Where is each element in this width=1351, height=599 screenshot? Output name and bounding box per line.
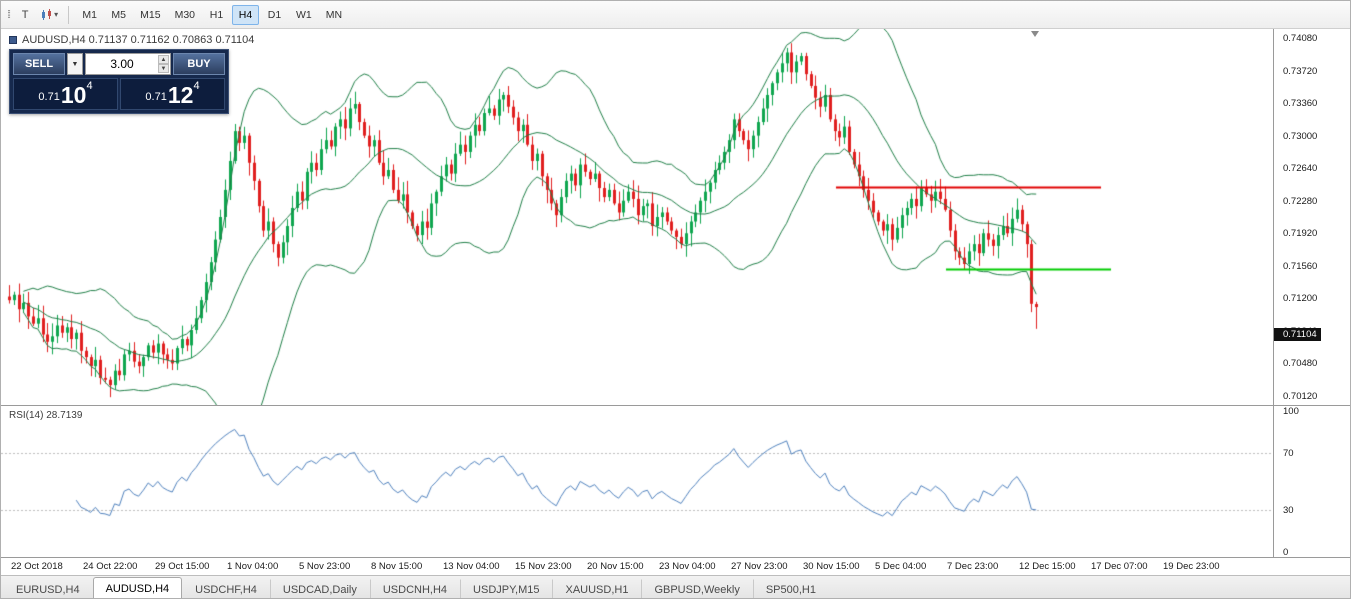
buy-price-point: 4 bbox=[193, 81, 199, 92]
one-click-trading-panel: SELL ▼ ▲ ▼ BUY 0.71 10 4 0.7 bbox=[9, 49, 229, 114]
chart-tab-sp500[interactable]: SP500,H1 bbox=[753, 579, 829, 599]
rsi-axis-label: 100 bbox=[1283, 406, 1299, 417]
price-axis-label: 0.74080 bbox=[1283, 33, 1317, 44]
time-axis-label: 22 Oct 2018 bbox=[11, 561, 63, 572]
sell-price-point: 4 bbox=[86, 81, 92, 92]
price-axis-label: 0.71200 bbox=[1283, 293, 1317, 304]
timeframe-button-h4[interactable]: H4 bbox=[232, 5, 259, 25]
time-axis-label: 5 Nov 23:00 bbox=[299, 561, 350, 572]
current-price-tag: 0.71104 bbox=[1274, 328, 1321, 341]
time-axis-label: 24 Oct 22:00 bbox=[83, 561, 137, 572]
timeframe-button-m5[interactable]: M5 bbox=[105, 5, 132, 25]
rsi-axis-label: 70 bbox=[1283, 448, 1294, 459]
chart-title-text: AUDUSD,H4 0.71137 0.71162 0.70863 0.7110… bbox=[22, 34, 254, 46]
sell-price-figure: 0.71 bbox=[38, 87, 59, 107]
volume-increment-button[interactable]: ▲ bbox=[158, 55, 169, 64]
time-axis-label: 17 Dec 07:00 bbox=[1091, 561, 1148, 572]
dropdown-caret-icon: ▾ bbox=[54, 10, 58, 19]
chart-tab-usdjpy[interactable]: USDJPY,M15 bbox=[460, 579, 552, 599]
time-axis-label: 29 Oct 15:00 bbox=[155, 561, 209, 572]
timeframe-button-m30[interactable]: M30 bbox=[169, 5, 201, 25]
rsi-axis[interactable]: 10070300 bbox=[1274, 406, 1351, 557]
chart-tab-eurusd[interactable]: EURUSD,H4 bbox=[3, 579, 93, 599]
price-axis-label: 0.73360 bbox=[1283, 98, 1317, 109]
chart-tab-usdchf[interactable]: USDCHF,H4 bbox=[182, 579, 270, 599]
chart-tab-xauusd[interactable]: XAUUSD,H1 bbox=[552, 579, 641, 599]
price-axis-label: 0.72280 bbox=[1283, 196, 1317, 207]
rsi-axis-label: 30 bbox=[1283, 505, 1294, 516]
time-axis-label: 15 Nov 23:00 bbox=[515, 561, 572, 572]
time-axis-label: 30 Nov 15:00 bbox=[803, 561, 860, 572]
metatrader-window: ⁞⁞ T ▾ M1 M5 M15 M30 H1 H4 D1 W1 MN AUDU… bbox=[0, 0, 1351, 599]
volume-decrement-button[interactable]: ▼ bbox=[158, 64, 169, 73]
timeframe-button-h1[interactable]: H1 bbox=[203, 5, 230, 25]
templates-icon: T bbox=[22, 9, 29, 21]
timeframe-button-w1[interactable]: W1 bbox=[290, 5, 318, 25]
candlestick-chart-icon bbox=[41, 9, 53, 21]
chart-region: AUDUSD,H4 0.71137 0.71162 0.70863 0.7110… bbox=[1, 29, 1351, 557]
price-axis[interactable]: 0.74080 0.73720 0.73360 0.73000 0.72640 0.722… bbox=[1274, 29, 1351, 405]
sell-price-pips: 10 bbox=[61, 84, 87, 107]
sell-price-display[interactable]: 0.71 10 4 bbox=[13, 78, 118, 110]
time-axis-label: 20 Nov 15:00 bbox=[587, 561, 644, 572]
price-axis-label: 0.71560 bbox=[1283, 261, 1317, 272]
chart-tab-usdcnh[interactable]: USDCNH,H4 bbox=[370, 579, 460, 599]
chart-tab-gbpusd[interactable]: GBPUSD,Weekly bbox=[641, 579, 752, 599]
price-axis-label: 0.70480 bbox=[1283, 358, 1317, 369]
timeframe-button-m1[interactable]: M1 bbox=[76, 5, 103, 25]
chart-tab-bar: EURUSD,H4 AUDUSD,H4 USDCHF,H4 USDCAD,Dai… bbox=[1, 575, 1351, 599]
time-axis-label: 12 Dec 15:00 bbox=[1019, 561, 1076, 572]
sell-button[interactable]: SELL bbox=[13, 53, 65, 75]
buy-button[interactable]: BUY bbox=[173, 53, 225, 75]
pane-splitter[interactable] bbox=[1, 405, 1351, 406]
buy-price-display[interactable]: 0.71 12 4 bbox=[120, 78, 225, 110]
templates-button[interactable]: T bbox=[14, 4, 36, 26]
price-axis-label: 0.71920 bbox=[1283, 228, 1317, 239]
toolbar-grip-handle[interactable]: ⁞⁞ bbox=[4, 9, 12, 21]
timeframe-button-m15[interactable]: M15 bbox=[134, 5, 166, 25]
timeframe-button-d1[interactable]: D1 bbox=[261, 5, 288, 25]
buy-price-pips: 12 bbox=[168, 84, 194, 107]
timeframe-button-mn[interactable]: MN bbox=[320, 5, 348, 25]
chart-tab-audusd[interactable]: AUDUSD,H4 bbox=[93, 577, 183, 599]
toolbar-separator bbox=[68, 6, 69, 24]
order-mode-dropdown[interactable]: ▼ bbox=[67, 53, 83, 75]
time-axis-label: 23 Nov 04:00 bbox=[659, 561, 716, 572]
price-axis-label: 0.70120 bbox=[1283, 391, 1317, 402]
price-axis-label: 0.72640 bbox=[1283, 163, 1317, 174]
chart-tab-usdcad[interactable]: USDCAD,Daily bbox=[270, 579, 370, 599]
chart-title: AUDUSD,H4 0.71137 0.71162 0.70863 0.7110… bbox=[9, 34, 254, 46]
chart-type-dropdown[interactable]: ▾ bbox=[38, 4, 61, 26]
rsi-indicator-label: RSI(14) 28.7139 bbox=[9, 410, 82, 421]
time-axis-label: 8 Nov 15:00 bbox=[371, 561, 422, 572]
time-axis[interactable]: 22 Oct 2018 24 Oct 22:00 29 Oct 15:00 1 Nov… bbox=[1, 557, 1351, 575]
timeframe-toolbar: ⁞⁞ T ▾ M1 M5 M15 M30 H1 H4 D1 W1 MN bbox=[1, 1, 1351, 29]
time-axis-label: 7 Dec 23:00 bbox=[947, 561, 998, 572]
price-axis-label: 0.73000 bbox=[1283, 131, 1317, 142]
time-axis-label: 13 Nov 04:00 bbox=[443, 561, 500, 572]
chart-shift-marker[interactable] bbox=[1031, 31, 1039, 37]
time-axis-label: 1 Nov 04:00 bbox=[227, 561, 278, 572]
time-axis-label: 5 Dec 04:00 bbox=[875, 561, 926, 572]
rsi-indicator-canvas[interactable] bbox=[1, 406, 1273, 557]
time-axis-label: 19 Dec 23:00 bbox=[1163, 561, 1220, 572]
time-axis-label: 27 Nov 23:00 bbox=[731, 561, 788, 572]
chart-symbol-icon bbox=[9, 36, 17, 44]
price-axis-label: 0.73720 bbox=[1283, 66, 1317, 77]
volume-field-wrap: ▲ ▼ bbox=[85, 53, 171, 75]
buy-price-figure: 0.71 bbox=[145, 87, 166, 107]
